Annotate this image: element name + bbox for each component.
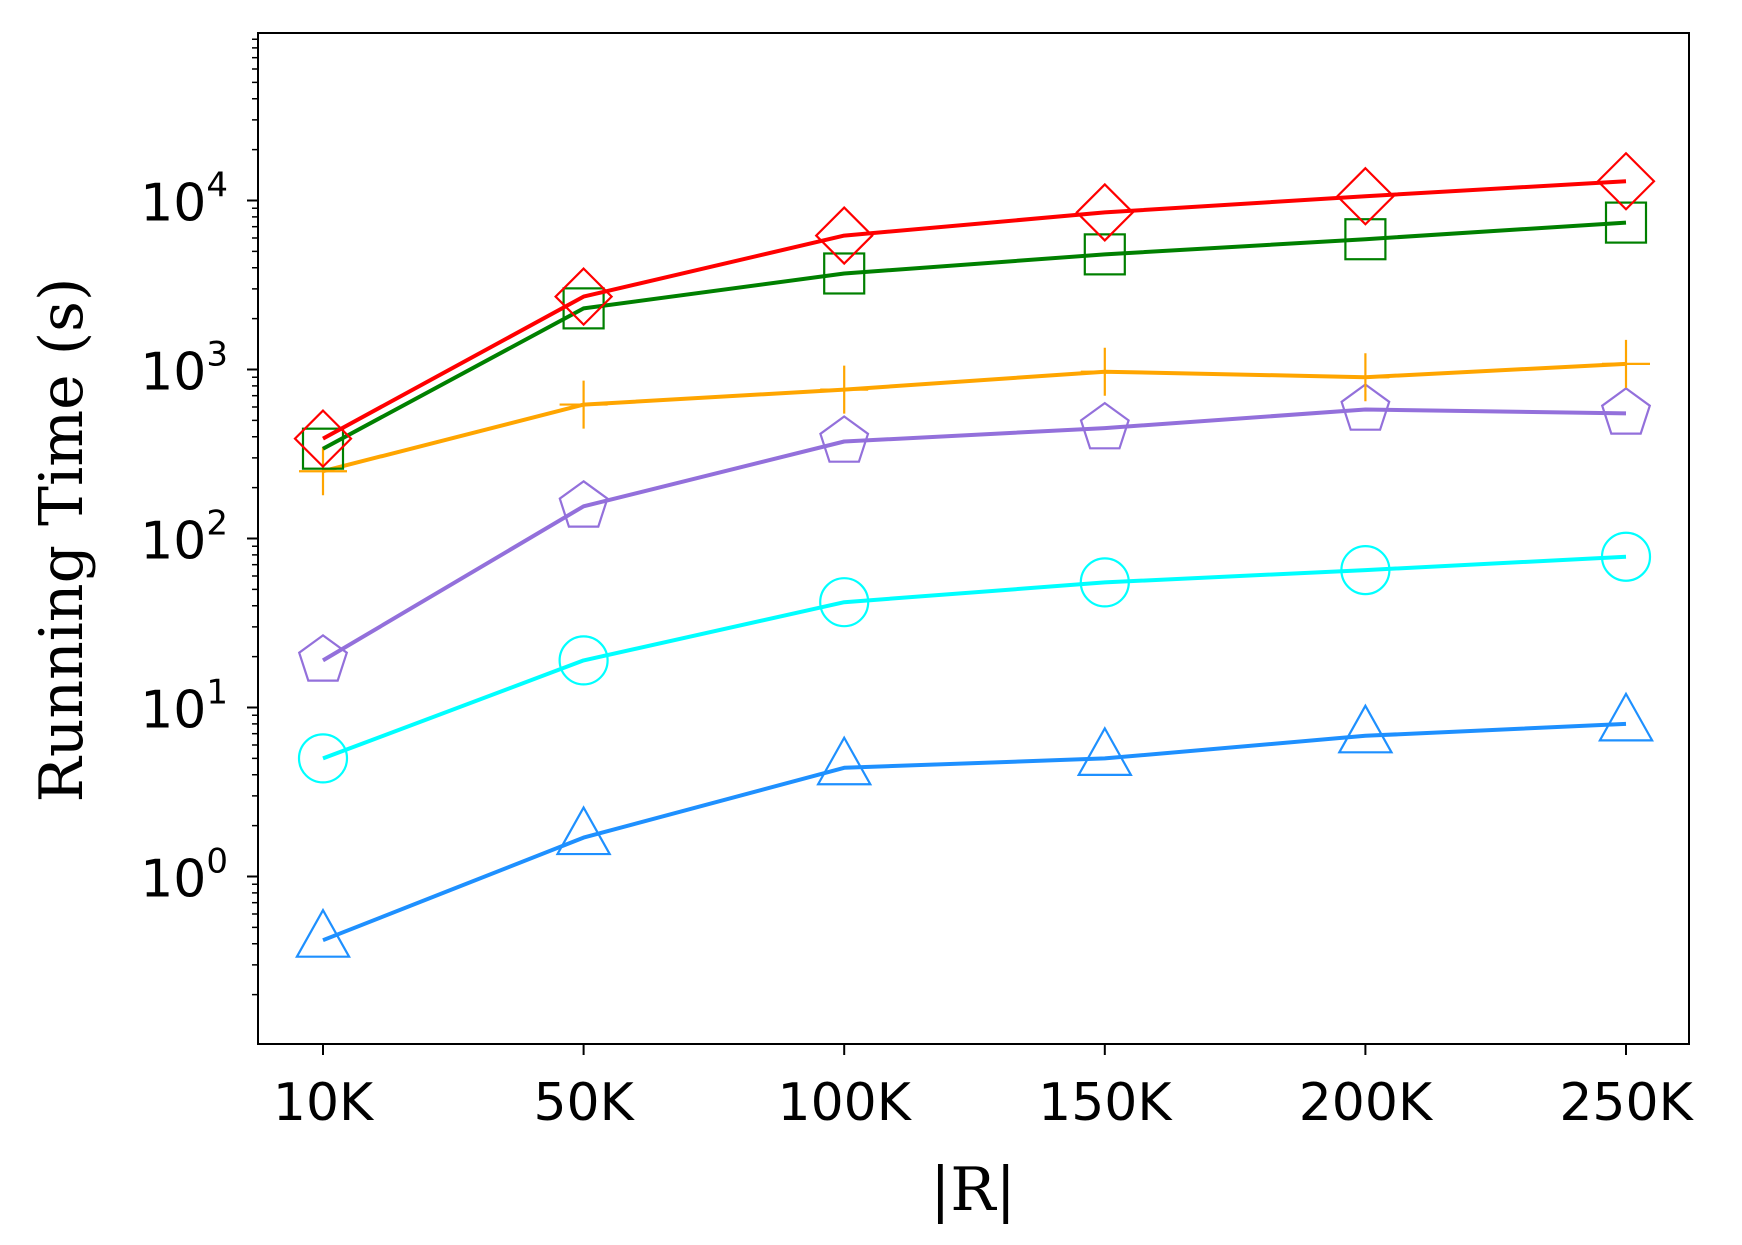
x-axis-title: |R| xyxy=(930,1155,1016,1225)
series-marker-square xyxy=(1344,218,1387,261)
series-marker-plus xyxy=(559,380,608,429)
plot-frame xyxy=(257,32,1690,1045)
series-marker-plus xyxy=(820,365,869,414)
series-marker-circle xyxy=(558,635,609,686)
series-marker-plus xyxy=(1341,353,1390,402)
y-major-ticks: 100 101 102 103 104 xyxy=(140,166,258,910)
series-marker-triangle xyxy=(1598,691,1654,742)
series-marker-triangle xyxy=(816,735,873,786)
series-marker-pentagon xyxy=(1340,383,1391,431)
x-tick-label: 200K xyxy=(1299,1073,1434,1133)
x-tick-label: 250K xyxy=(1559,1073,1694,1133)
series-marker-square xyxy=(1083,233,1126,276)
series-group xyxy=(297,531,1652,784)
series-line xyxy=(322,179,1627,441)
series-group xyxy=(293,151,1656,469)
x-tick-label: 10K xyxy=(273,1073,375,1133)
x-ticks: 10K 50K 100K 150K 200K 250K xyxy=(273,1044,1695,1133)
series-line xyxy=(321,407,1627,663)
series-marker-pentagon xyxy=(1600,387,1652,435)
series-marker-diamond xyxy=(293,409,353,469)
series-marker-pentagon xyxy=(297,634,349,682)
series-marker-triangle xyxy=(1076,726,1133,776)
series-line xyxy=(322,361,1627,474)
series-line xyxy=(322,721,1627,943)
series-marker-pentagon xyxy=(819,415,870,463)
series-marker-diamond xyxy=(554,267,614,327)
series-marker-diamond xyxy=(1596,151,1656,211)
series-marker-triangle xyxy=(1337,703,1394,754)
series-group xyxy=(299,339,1650,496)
series-marker-plus xyxy=(1080,347,1129,396)
y-tick-label: 104 xyxy=(140,166,228,234)
series-marker-circle xyxy=(1600,531,1652,582)
series-line xyxy=(322,220,1627,451)
series-layer xyxy=(293,151,1656,958)
series-marker-pentagon xyxy=(558,479,609,528)
y-axis-title: Running Time (s) xyxy=(27,278,97,803)
series-marker-diamond xyxy=(1075,182,1135,242)
y-tick-label: 101 xyxy=(140,673,228,741)
series-marker-circle xyxy=(297,733,349,784)
series-group xyxy=(301,201,1648,470)
y-tick-label: 102 xyxy=(140,504,228,572)
series-group xyxy=(297,383,1652,682)
x-tick-label: 150K xyxy=(1038,1073,1173,1133)
series-line xyxy=(322,554,1627,761)
series-marker-square xyxy=(301,427,345,470)
series-marker-circle xyxy=(1079,557,1130,608)
series-marker-pentagon xyxy=(1079,401,1130,450)
series-marker-square xyxy=(823,252,866,295)
y-tick-label: 103 xyxy=(140,335,228,403)
series-marker-circle xyxy=(1340,545,1391,596)
y-tick-label: 100 xyxy=(140,842,228,910)
series-group xyxy=(295,691,1654,958)
x-tick-label: 50K xyxy=(533,1073,635,1133)
series-marker-circle xyxy=(819,577,870,628)
y-minor-ticks xyxy=(252,38,258,996)
series-marker-triangle xyxy=(555,805,612,856)
series-marker-triangle xyxy=(295,907,351,958)
series-marker-diamond xyxy=(814,206,874,266)
series-marker-square xyxy=(1604,201,1648,244)
series-marker-plus xyxy=(1602,339,1650,388)
series-marker-plus xyxy=(299,447,347,496)
series-marker-diamond xyxy=(1335,166,1395,226)
x-tick-label: 100K xyxy=(778,1073,913,1133)
